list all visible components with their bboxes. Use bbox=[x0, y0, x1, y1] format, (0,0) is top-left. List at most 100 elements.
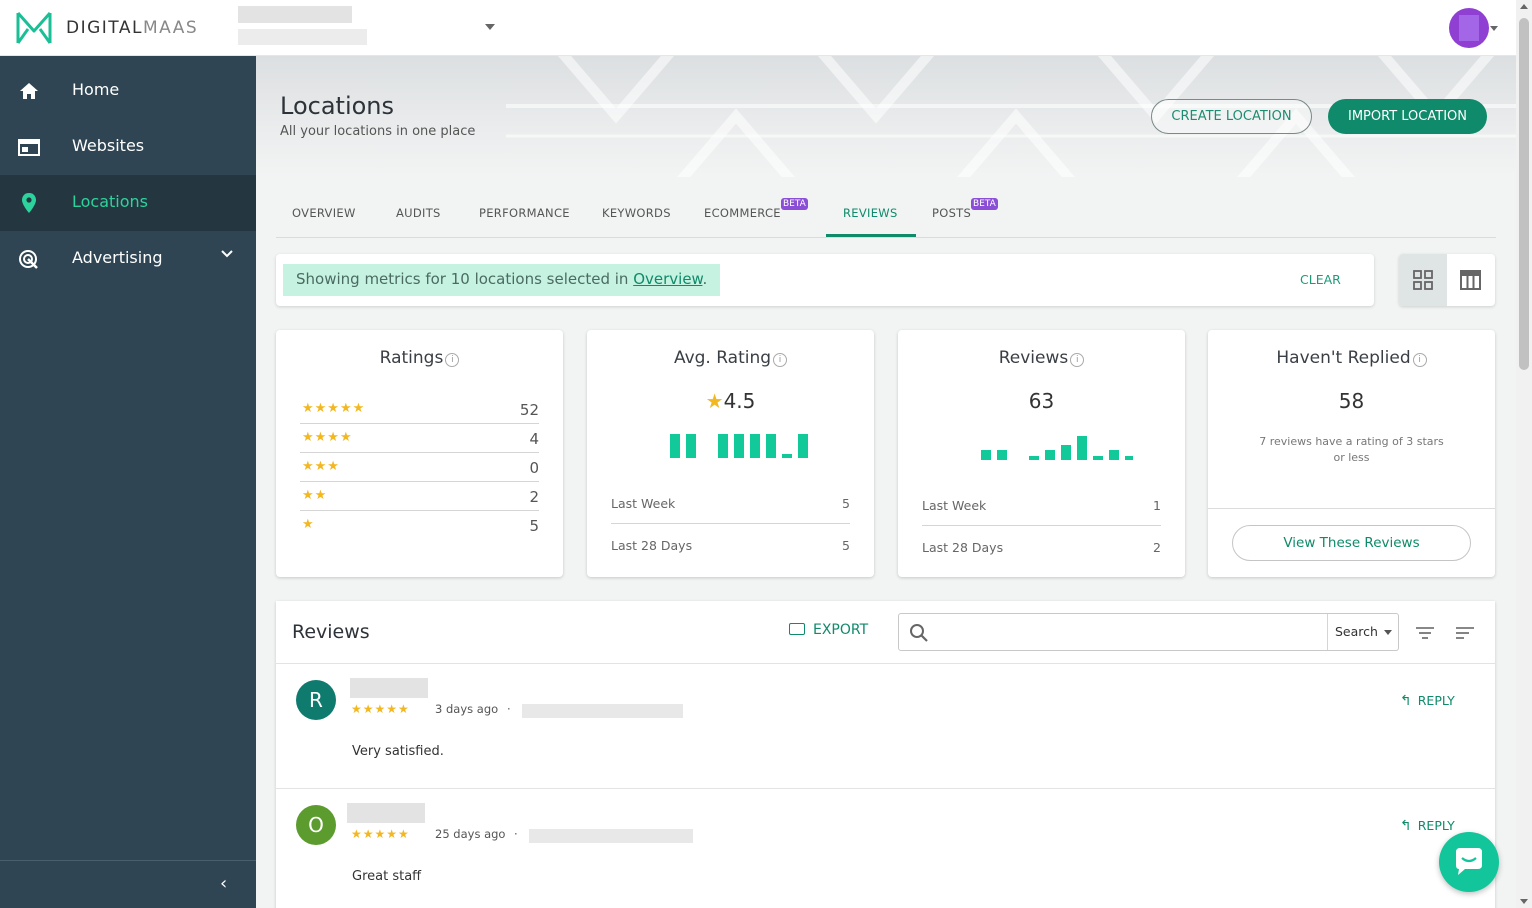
clear-button[interactable]: CLEAR bbox=[1300, 272, 1341, 287]
reply-arrow-icon: ↰ bbox=[1400, 818, 1412, 834]
overview-link[interactable]: Overview bbox=[633, 270, 703, 288]
divider bbox=[276, 663, 1495, 664]
reviewer-avatar: O bbox=[296, 805, 336, 845]
sidebar-item-label: Advertising bbox=[72, 248, 163, 267]
home-icon bbox=[20, 83, 38, 99]
review-item: O ★★★★★ 25 days ago · Great staff ↰ REPLY bbox=[276, 789, 1495, 908]
top-bar: DIGITALMAAS bbox=[0, 0, 1516, 56]
rating-count: 2 bbox=[529, 488, 539, 506]
rating-count: 5 bbox=[529, 517, 539, 535]
chat-bubble-icon bbox=[1456, 848, 1482, 875]
filter-message: Showing metrics for 10 locations selecte… bbox=[283, 264, 721, 296]
star-rating: ★ bbox=[302, 517, 315, 532]
tab-performance[interactable]: PERFORMANCE bbox=[479, 206, 570, 220]
review-stars: ★★★★★ bbox=[351, 827, 410, 841]
account-dropdown-caret-icon[interactable] bbox=[485, 24, 495, 30]
rating-row: ★★★★ 4 bbox=[300, 424, 539, 453]
tab-audits[interactable]: AUDITS bbox=[396, 206, 441, 220]
separator: · bbox=[507, 702, 511, 716]
scrollbar-thumb[interactable] bbox=[1519, 18, 1529, 370]
import-location-button[interactable]: IMPORT LOCATION bbox=[1328, 99, 1487, 134]
star-rating: ★★ bbox=[302, 488, 328, 503]
review-time: 3 days ago bbox=[435, 702, 499, 716]
beta-badge: BETA bbox=[971, 198, 998, 210]
card-title: Ratings i bbox=[276, 348, 563, 368]
user-menu-caret-icon[interactable] bbox=[1490, 26, 1498, 31]
sidebar-item-locations[interactable]: Locations bbox=[0, 175, 256, 231]
last-week-row: Last Week 5 bbox=[611, 482, 850, 524]
card-title: Avg. Rating i bbox=[587, 348, 874, 368]
grid-view-button[interactable] bbox=[1399, 254, 1447, 306]
selection-filter-bar: Showing metrics for 10 locations selecte… bbox=[276, 254, 1374, 306]
advertising-icon bbox=[19, 250, 38, 269]
info-icon[interactable]: i bbox=[1070, 353, 1085, 367]
table-view-icon bbox=[1460, 270, 1481, 290]
export-icon bbox=[789, 623, 805, 635]
star-rating: ★★★★★ bbox=[302, 401, 366, 416]
page-scrollbar[interactable] bbox=[1516, 0, 1532, 908]
filter-icon[interactable] bbox=[1415, 626, 1435, 640]
card-title: Reviews i bbox=[898, 348, 1185, 368]
rating-count: 52 bbox=[519, 401, 539, 419]
account-detail-redacted[interactable] bbox=[238, 29, 367, 45]
search-input[interactable] bbox=[939, 620, 1319, 644]
reply-button[interactable]: ↰ REPLY bbox=[1400, 818, 1455, 834]
review-item: R ★★★★★ 3 days ago · Very satisfied. ↰ RE… bbox=[276, 664, 1495, 789]
info-icon[interactable]: i bbox=[773, 353, 788, 367]
not-replied-value: 58 bbox=[1338, 389, 1365, 413]
tab-ecommerce[interactable]: ECOMMERCE bbox=[704, 206, 781, 220]
rating-count: 4 bbox=[529, 430, 539, 448]
review-text: Great staff bbox=[352, 869, 422, 884]
divider bbox=[1208, 508, 1495, 509]
last-28-days-row: Last 28 Days 5 bbox=[611, 538, 850, 553]
tab-posts[interactable]: POSTS bbox=[932, 206, 972, 220]
low-rating-note: 7 reviews have a rating of 3 stars or le… bbox=[1259, 435, 1444, 464]
create-location-button[interactable]: CREATE LOCATION bbox=[1151, 99, 1312, 134]
export-button[interactable]: EXPORT bbox=[789, 622, 868, 638]
star-icon: ★ bbox=[705, 389, 724, 413]
page-subtitle: All your locations in one place bbox=[280, 124, 476, 139]
active-tab-indicator bbox=[826, 234, 916, 237]
scroll-up-icon[interactable] bbox=[1520, 4, 1528, 9]
reviews-panel: Reviews EXPORT Search R ★★★★★ 3 days ago… bbox=[276, 601, 1495, 908]
tab-overview[interactable]: OVERVIEW bbox=[292, 206, 356, 220]
tab-reviews[interactable]: REVIEWS bbox=[843, 206, 898, 220]
reply-arrow-icon: ↰ bbox=[1400, 693, 1412, 709]
info-icon[interactable]: i bbox=[445, 353, 460, 367]
star-rating: ★★★ bbox=[302, 459, 340, 474]
chat-button[interactable] bbox=[1439, 832, 1499, 892]
reviewer-avatar: R bbox=[296, 680, 336, 720]
page-header: Locations All your locations in one plac… bbox=[256, 56, 1516, 177]
review-location-redacted bbox=[529, 829, 693, 843]
view-these-reviews-button[interactable]: View These Reviews bbox=[1232, 525, 1471, 561]
reviews-sparkline bbox=[981, 436, 1133, 460]
rating-row: ★★★ 0 bbox=[300, 453, 539, 482]
account-name-redacted[interactable] bbox=[238, 6, 352, 23]
table-view-button[interactable] bbox=[1447, 254, 1495, 306]
location-pin-icon bbox=[22, 193, 36, 213]
collapse-sidebar-icon[interactable]: ‹ bbox=[220, 873, 228, 894]
not-replied-card: Haven't Replied i 58 7 reviews have a rat… bbox=[1208, 330, 1495, 577]
info-icon[interactable]: i bbox=[1412, 353, 1427, 367]
sidebar-item-label: Locations bbox=[72, 192, 149, 211]
sort-icon[interactable] bbox=[1455, 626, 1475, 640]
chevron-down-icon[interactable] bbox=[220, 249, 234, 259]
last-week-row: Last Week 1 bbox=[922, 484, 1161, 526]
reply-button[interactable]: ↰ REPLY bbox=[1400, 693, 1455, 709]
grid-view-icon bbox=[1413, 270, 1433, 290]
sidebar: Home Websites Locations Advertising ‹ bbox=[0, 56, 256, 908]
scroll-down-icon[interactable] bbox=[1520, 899, 1528, 904]
avg-rating-card: Avg. Rating i ★4.5 Last Week 5 Last 28 Day… bbox=[587, 330, 874, 577]
sidebar-item-websites[interactable]: Websites bbox=[0, 119, 256, 175]
digitalmaas-logo[interactable] bbox=[14, 9, 54, 47]
reviewer-name-redacted bbox=[350, 678, 428, 698]
user-avatar[interactable] bbox=[1449, 8, 1489, 48]
reviews-count-card: Reviews i 63 Last Week 1 Last 28 Days 2 bbox=[898, 330, 1185, 577]
sidebar-item-advertising[interactable]: Advertising bbox=[0, 231, 256, 287]
sidebar-item-home[interactable]: Home bbox=[0, 63, 256, 119]
website-icon bbox=[18, 139, 40, 156]
reviewer-name-redacted bbox=[347, 803, 425, 823]
tab-keywords[interactable]: KEYWORDS bbox=[602, 206, 671, 220]
search-mode-select[interactable]: Search bbox=[1327, 614, 1399, 650]
star-rating: ★★★★ bbox=[302, 430, 353, 445]
